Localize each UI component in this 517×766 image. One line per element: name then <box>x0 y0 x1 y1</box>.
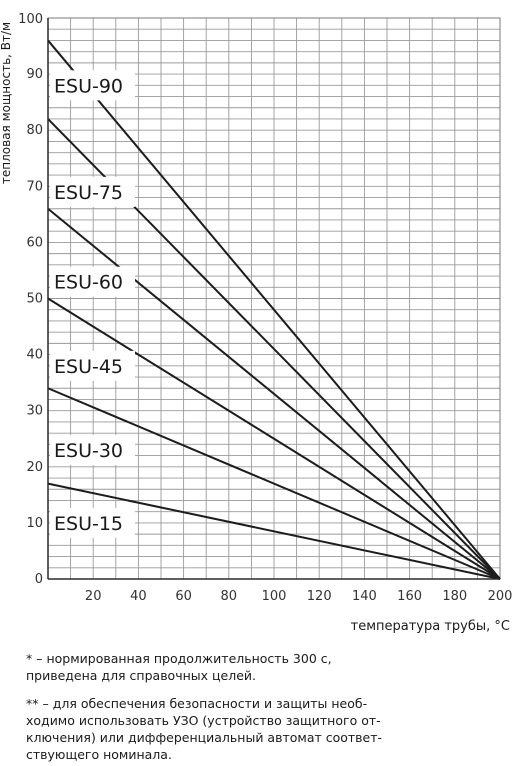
series-labels: ESU-90 ESU-75 ESU-60 ESU-45 ESU-30 ESU-15 <box>50 70 135 538</box>
x-axis-label: температура трубы, °С <box>350 619 510 634</box>
series-line <box>47 39 501 580</box>
x-tick-label: 80 <box>221 589 238 604</box>
series-label: ESU-90 <box>54 75 123 97</box>
x-tick-label: 100 <box>262 589 287 604</box>
series-line <box>47 387 501 580</box>
y-tick-label: 30 <box>26 404 43 419</box>
series-label-bg <box>50 266 135 297</box>
y-tick-label: 90 <box>26 67 43 82</box>
y-tick-label: 80 <box>26 123 43 138</box>
y-tick-label: 0 <box>35 572 43 587</box>
axes: 0 10 20 30 40 50 60 70 80 90 100 20 40 60 80 100 120 140 1… <box>18 12 512 604</box>
series-label: ESU-60 <box>54 272 123 294</box>
y-tick-label: 70 <box>26 179 43 194</box>
x-tick-label: 180 <box>442 589 467 604</box>
x-tick-label: 40 <box>130 589 147 604</box>
series-label-bg <box>50 434 135 465</box>
series-label-bg <box>50 176 135 207</box>
series-label-bg <box>50 350 135 381</box>
series-label: ESU-45 <box>54 356 123 378</box>
series-label: ESU-75 <box>54 182 123 204</box>
y-tick-label: 20 <box>26 460 43 475</box>
footnote-2: ** – для обеспечения безопасности и защи… <box>26 696 383 762</box>
y-tick-label: 40 <box>26 348 43 363</box>
series-label-bg <box>50 507 135 538</box>
series-line <box>47 482 501 580</box>
y-tick-label: 50 <box>26 292 43 307</box>
x-tick-label: 160 <box>397 589 422 604</box>
x-tick-label: 200 <box>488 589 513 604</box>
footnote-1: * – нормированная продолжительность 300 … <box>26 651 332 683</box>
series-label: ESU-15 <box>54 513 123 535</box>
y-axis-label: тепловая мощность, Вт/м <box>0 21 13 185</box>
y-tick-label: 60 <box>26 235 43 250</box>
chart: ESU-90 ESU-75 ESU-60 ESU-45 ESU-30 ESU-15 0 10… <box>18 12 512 604</box>
x-tick-label: 120 <box>307 589 332 604</box>
y-tick-label: 10 <box>26 516 43 531</box>
series-line <box>47 297 501 580</box>
series-label-bg <box>50 70 135 101</box>
x-tick-label: 60 <box>175 589 192 604</box>
series-label: ESU-30 <box>54 440 123 462</box>
x-tick-label: 20 <box>85 589 102 604</box>
grid <box>47 17 501 580</box>
y-tick-label: 100 <box>18 12 43 27</box>
x-tick-label: 140 <box>352 589 377 604</box>
